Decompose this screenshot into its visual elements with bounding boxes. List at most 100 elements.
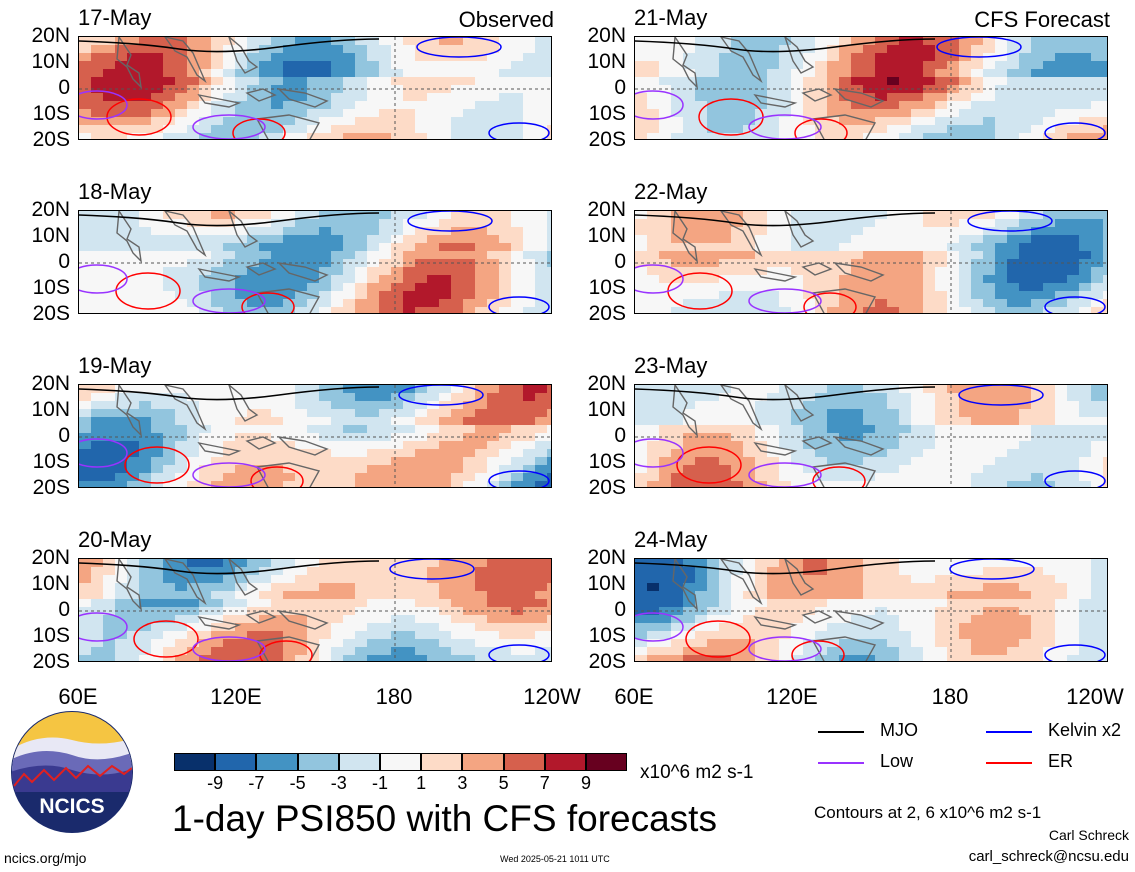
field-cell (535, 267, 548, 276)
field-cell (851, 401, 864, 410)
field-cell (115, 117, 128, 126)
field-cell (779, 251, 792, 260)
field-cell (247, 235, 260, 244)
field-cell (355, 227, 368, 236)
field-cell (211, 417, 224, 426)
field-cell (415, 449, 428, 458)
low-contour (635, 90, 684, 120)
field-cell (367, 417, 380, 426)
field-cell (1031, 37, 1044, 46)
field-cell (79, 393, 92, 402)
field-cell (535, 211, 548, 220)
field-cell (923, 481, 936, 487)
field-cell (271, 473, 284, 482)
field-cell (791, 567, 804, 576)
field-cell (1067, 567, 1080, 576)
field-cell (499, 211, 512, 220)
field-cell (767, 417, 780, 426)
field-cell (635, 267, 648, 276)
field-cell (283, 575, 296, 584)
field-cell (683, 591, 696, 600)
field-cell (307, 101, 320, 110)
field-cell (343, 559, 356, 568)
field-cell (815, 307, 828, 313)
field-cell (283, 117, 296, 126)
field-cell (271, 243, 284, 252)
field-cell (839, 69, 852, 78)
map-panel (78, 384, 552, 488)
field-cell (475, 77, 488, 86)
field-cell (863, 615, 876, 624)
field-cell (935, 125, 948, 134)
field-cell (695, 409, 708, 418)
field-cell (1079, 243, 1092, 252)
field-cell (1031, 227, 1044, 236)
field-cell (187, 101, 200, 110)
field-cell (995, 101, 1008, 110)
field-cell (791, 133, 804, 139)
field-cell (935, 591, 948, 600)
field-cell (1043, 409, 1056, 418)
field-cell (475, 307, 488, 313)
field-cell (731, 465, 744, 474)
field-cell (767, 409, 780, 418)
field-cell (355, 449, 368, 458)
field-cell (827, 465, 840, 474)
field-cell (1067, 117, 1080, 126)
field-cell (535, 61, 548, 70)
field-cell (683, 133, 696, 139)
field-cell (635, 393, 648, 402)
field-cell (935, 133, 948, 139)
field-cell (91, 307, 104, 313)
er-contour (676, 446, 742, 484)
field-cell (995, 409, 1008, 418)
field-cell (827, 299, 840, 308)
field-cell (1043, 465, 1056, 474)
field-cell (995, 473, 1008, 482)
field-cell (839, 235, 852, 244)
field-cell (91, 575, 104, 584)
field-cell (1055, 251, 1068, 260)
field-cell (1091, 299, 1104, 308)
field-cell (851, 449, 864, 458)
field-cell (367, 109, 380, 118)
field-cell (803, 243, 816, 252)
field-cell (223, 417, 236, 426)
field-cell (451, 567, 464, 576)
field-cell (719, 615, 732, 624)
field-cell (1079, 647, 1092, 656)
field-cell (223, 37, 236, 46)
field-cell (959, 623, 972, 632)
field-cell (283, 45, 296, 54)
field-cell (415, 401, 428, 410)
field-cell (815, 591, 828, 600)
field-cell (671, 473, 684, 482)
field-cell (319, 465, 332, 474)
field-cell (791, 235, 804, 244)
field-cell (671, 291, 684, 300)
field-cell (1055, 133, 1068, 139)
field-cell (779, 655, 792, 661)
field-cell (439, 53, 452, 62)
field-cell (307, 409, 320, 418)
field-cell (151, 631, 164, 640)
field-cell (271, 441, 284, 450)
field-cell (839, 559, 852, 568)
field-cell (659, 133, 672, 139)
field-cell (899, 559, 912, 568)
field-cell (1091, 291, 1104, 300)
field-cell (475, 69, 488, 78)
field-cell (887, 61, 900, 70)
field-cell (259, 481, 272, 487)
field-cell (779, 61, 792, 70)
field-cell (815, 417, 828, 426)
field-cell (815, 639, 828, 648)
field-cell (791, 647, 804, 656)
field-cell (827, 457, 840, 466)
field-cell (511, 53, 524, 62)
field-cell (1007, 69, 1020, 78)
field-cell (151, 393, 164, 402)
field-cell (379, 53, 392, 62)
field-cell (523, 393, 536, 402)
field-cell (923, 465, 936, 474)
